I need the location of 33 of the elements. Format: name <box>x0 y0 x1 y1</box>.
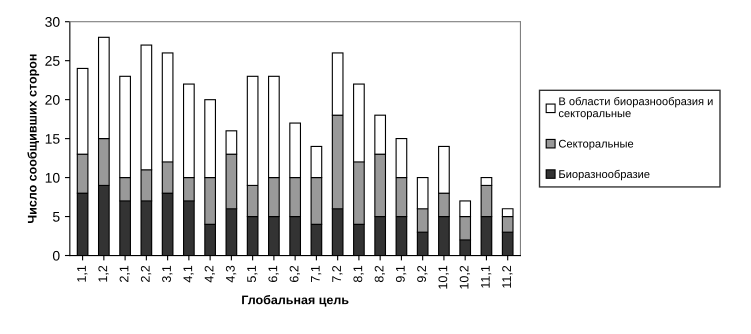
x-tick-label: 3,1 <box>162 266 172 282</box>
x-tick-label: 4,3 <box>226 266 236 282</box>
y-tick-label: 30 <box>45 17 60 27</box>
y-tick-label: 20 <box>45 94 60 105</box>
y-tick-label: 0 <box>52 250 60 261</box>
x-axis-title: Глобальная цель <box>242 295 348 307</box>
y-tick-label: 5 <box>52 212 60 222</box>
x-tick-label: 2,1 <box>120 266 130 282</box>
x-tick-label: 10,2 <box>460 266 470 289</box>
x-tick-label: 6,1 <box>268 266 279 282</box>
x-tick-label: 4,1 <box>184 266 194 282</box>
x-tick-label: 10,1 <box>438 266 449 289</box>
x-tick-label: 8,1 <box>353 266 364 282</box>
x-tick-label: 4,2 <box>204 266 215 282</box>
x-tick-label: 2,2 <box>140 266 152 282</box>
x-tick-label: 1,1 <box>77 266 88 282</box>
x-tick-label: 11,1 <box>481 266 492 288</box>
x-tick-label: 8,2 <box>374 266 385 282</box>
x-tick-label: 7,1 <box>311 266 322 282</box>
x-tick-label: 7,2 <box>332 266 342 282</box>
legend-label: В области биоразнообразия и секторальные <box>558 96 713 120</box>
x-tick-label: 1,2 <box>98 266 109 282</box>
x-tick-label: 11,2 <box>502 266 513 288</box>
y-tick-label: 15 <box>46 134 60 144</box>
y-tick-label: 25 <box>45 56 60 66</box>
x-tick-label: 9,1 <box>396 266 406 282</box>
x-tick-label: 9,2 <box>417 266 428 282</box>
x-tick-label: 5,1 <box>247 266 258 282</box>
y-tick-label: 10 <box>46 172 60 183</box>
y-axis-title: Число сообщивших сторон <box>27 54 40 223</box>
legend-label: Секторальные <box>558 140 634 150</box>
legend-label: Биоразнообразие <box>559 170 650 180</box>
x-tick-label: 6,2 <box>290 266 300 282</box>
